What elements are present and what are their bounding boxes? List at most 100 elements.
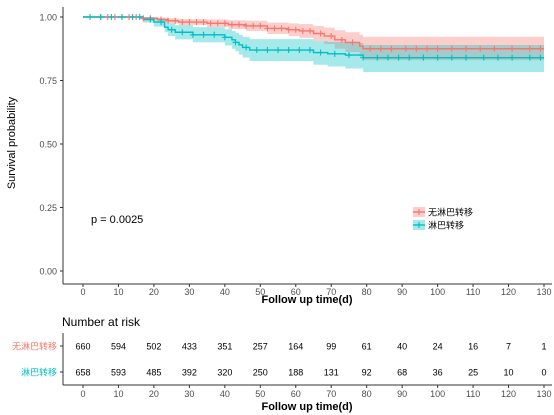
x-tick-label: 10 — [113, 287, 123, 297]
censor-mark — [136, 14, 143, 20]
censor-mark — [264, 25, 271, 32]
x-tick-label: 20 — [149, 287, 159, 297]
censor-mark — [221, 20, 228, 27]
x-axis-title: Follow up time(d) — [261, 294, 352, 306]
y-tick-label: 0.75 — [39, 76, 57, 86]
risk-cell: 25 — [468, 368, 478, 378]
y-tick-label: 0.25 — [39, 203, 57, 213]
censor-mark — [186, 19, 193, 26]
censor-mark — [491, 45, 498, 52]
risk-x-tick-label: 70 — [326, 389, 336, 399]
censor-mark — [87, 14, 94, 20]
censor-mark — [200, 31, 207, 38]
censor-mark — [108, 14, 115, 20]
censor-mark — [306, 27, 313, 34]
risk-cell: 250 — [253, 368, 268, 378]
censor-mark — [243, 44, 250, 51]
risk-x-tick-label: 130 — [536, 389, 551, 399]
risk-table-rows: 无淋巴转移 660 594 502 433 351 257 164 99 61 40 24 16 7 1 淋巴… — [12, 341, 552, 400]
y-tick-label: 1.00 — [39, 13, 57, 23]
censor-mark — [193, 19, 200, 26]
censor-mark — [413, 45, 420, 52]
censor-mark — [388, 45, 395, 52]
censor-mark — [360, 54, 367, 61]
risk-x-tick-label: 120 — [501, 389, 516, 399]
censor-mark — [264, 47, 271, 54]
risk-cell: 392 — [182, 368, 197, 378]
risk-cell: 61 — [362, 342, 372, 352]
x-tick-label: 90 — [397, 287, 407, 297]
censor-marks — [87, 14, 544, 61]
censor-mark — [119, 14, 126, 20]
confidence-bands — [83, 17, 544, 73]
censor-mark — [509, 54, 516, 61]
censor-mark — [526, 45, 533, 52]
risk-cell: 36 — [433, 368, 443, 378]
censor-mark — [147, 16, 154, 23]
risk-cell: 351 — [217, 342, 232, 352]
risk-cell: 658 — [75, 368, 90, 378]
risk-cell: 40 — [397, 342, 407, 352]
censor-mark — [434, 45, 441, 52]
survival-plot: 0.00 0.25 0.50 0.75 1.00 0 10 20 30 40 50 60 70 80 90 1… — [6, 7, 552, 306]
x-tick-label: 0 — [80, 287, 85, 297]
risk-table-title: Number at risk — [62, 315, 141, 329]
censor-mark — [402, 45, 409, 52]
risk-cell: 502 — [146, 342, 161, 352]
risk-cell: 24 — [433, 342, 443, 352]
risk-x-tick-label: 80 — [362, 389, 372, 399]
censor-mark — [211, 31, 218, 38]
censor-mark — [207, 20, 214, 27]
censor-mark — [129, 14, 136, 20]
x-tick-label: 130 — [536, 287, 551, 297]
risk-x-tick-label: 10 — [113, 389, 123, 399]
x-tick-label: 120 — [501, 287, 516, 297]
censor-mark — [537, 54, 544, 61]
censor-mark — [278, 25, 285, 32]
censor-mark — [395, 54, 402, 61]
legend-label-0: 无淋巴转移 — [428, 207, 473, 218]
risk-cell: 660 — [75, 342, 90, 352]
risk-cell: 433 — [182, 342, 197, 352]
risk-x-tick-label: 40 — [220, 389, 230, 399]
p-value-annotation: p = 0.0025 — [91, 214, 143, 226]
risk-cell: 68 — [397, 368, 407, 378]
censor-mark — [374, 54, 381, 61]
censor-mark — [331, 50, 338, 57]
risk-x-tick-label: 90 — [397, 389, 407, 399]
legend-censor-1 — [416, 222, 422, 228]
censor-mark — [434, 54, 441, 61]
censor-mark — [179, 19, 186, 26]
x-tick-label: 70 — [326, 287, 336, 297]
censor-mark — [377, 45, 384, 52]
censor-mark — [271, 25, 278, 32]
censor-mark — [317, 49, 324, 56]
risk-cell: 485 — [146, 368, 161, 378]
censor-mark — [200, 19, 207, 26]
censor-mark — [140, 15, 147, 22]
x-tick-label: 40 — [220, 287, 230, 297]
censor-mark — [158, 19, 165, 26]
risk-cell: 593 — [111, 368, 126, 378]
censor-mark — [448, 45, 455, 52]
censor-mark — [345, 52, 352, 59]
censor-mark — [189, 31, 196, 38]
risk-x-tick-label: 60 — [291, 389, 301, 399]
censor-mark — [275, 47, 282, 54]
risk-cell: 7 — [506, 342, 511, 352]
risk-x-tick-label: 30 — [184, 389, 194, 399]
censor-mark — [243, 22, 250, 29]
risk-x-axis-title: Follow up time(d) — [261, 401, 352, 413]
censor-mark — [172, 17, 179, 24]
x-tick-label: 60 — [291, 287, 301, 297]
risk-x-tick-label: 110 — [466, 389, 480, 399]
legend-censor-0 — [416, 209, 422, 215]
legend-label-1: 淋巴转移 — [428, 220, 464, 231]
survival-line-1 — [83, 16, 544, 59]
censor-mark — [420, 54, 427, 61]
y-axis-title: Survival probability — [6, 96, 18, 189]
risk-table: Number at risk 无淋巴转移 660 594 502 433 351 257 16… — [12, 315, 552, 413]
censor-mark — [165, 17, 172, 24]
